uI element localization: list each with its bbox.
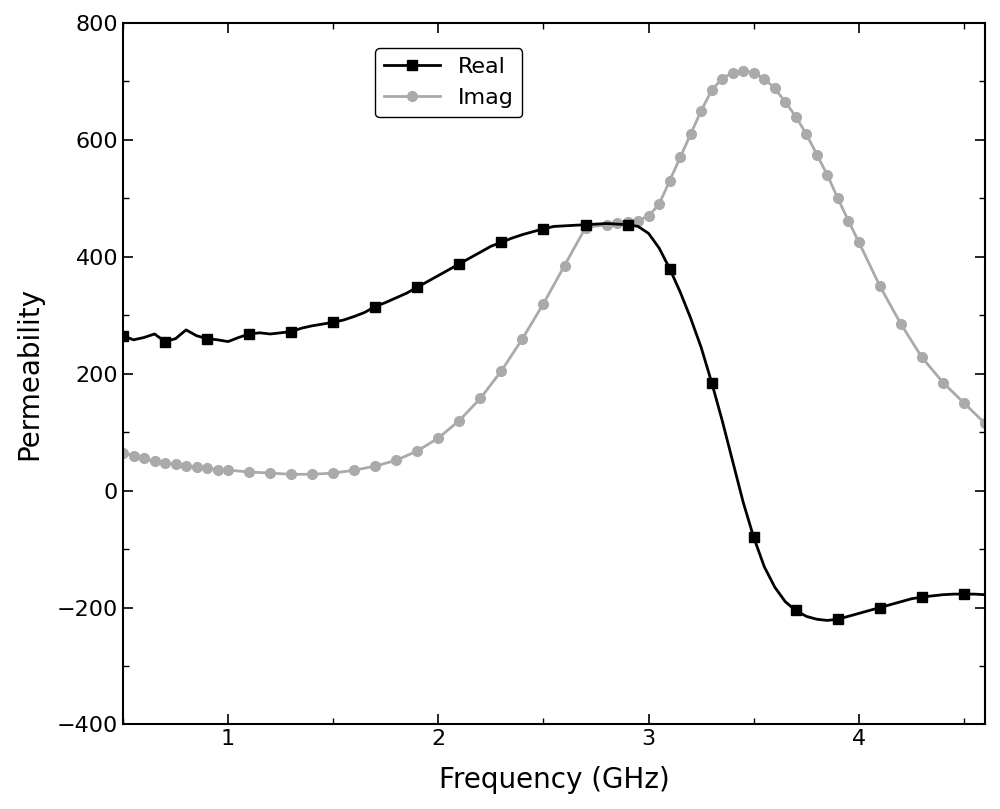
Line: Imag: Imag [118,66,990,479]
Real [601,218,613,228]
Imag [138,454,150,464]
Imag [632,216,644,226]
Imag [212,464,224,474]
Y-axis label: Permeability: Permeability [15,287,43,460]
Real [296,324,308,333]
Imag [117,448,129,458]
Real [643,229,655,239]
Real [170,334,182,344]
Imag [285,469,297,479]
Real [748,532,760,542]
Imag [737,66,749,76]
Imag [348,465,360,475]
Line: Real: Real [118,218,990,625]
Imag [979,418,991,428]
Real [821,616,833,625]
Imag [180,461,192,471]
Real [979,590,991,599]
Real [117,331,129,341]
X-axis label: Frequency (GHz): Frequency (GHz) [439,766,669,794]
Real [800,612,812,621]
Legend: Real, Imag: Real, Imag [375,49,522,117]
Imag [769,83,781,93]
Real [243,329,255,339]
